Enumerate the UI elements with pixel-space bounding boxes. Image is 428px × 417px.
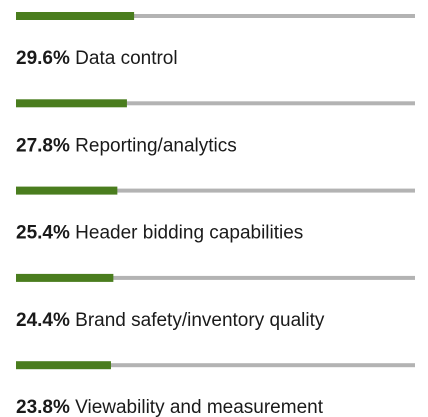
- value-label: 27.8%: [16, 135, 70, 156]
- category-label: Viewability and measurement: [75, 397, 324, 417]
- bar: [16, 361, 111, 370]
- value-label: 25.4%: [16, 223, 70, 244]
- bar-track: [16, 188, 415, 193]
- bar: [16, 12, 135, 20]
- category-label: Reporting/analytics: [75, 135, 237, 156]
- bar: [16, 99, 127, 108]
- bar-track: [16, 101, 415, 106]
- bar-label: 27.8% Reporting/analytics: [16, 135, 237, 156]
- category-label: Header bidding capabilities: [75, 223, 303, 244]
- category-label: Brand safety/inventory quality: [75, 310, 325, 331]
- bar-track: [16, 14, 415, 18]
- bar: [16, 273, 114, 282]
- bar-track: [16, 363, 415, 368]
- bar-label: 23.8% Viewability and measurement: [16, 397, 324, 417]
- bar-label: 24.4% Brand safety/inventory quality: [16, 310, 325, 331]
- bar-label: 29.6% Data control: [16, 48, 178, 69]
- bar: [16, 186, 118, 195]
- value-label: 29.6%: [16, 48, 70, 69]
- value-label: 23.8%: [16, 397, 70, 417]
- bar-label: 25.4% Header bidding capabilities: [16, 223, 303, 244]
- bar-track: [16, 275, 415, 280]
- value-label: 24.4%: [16, 310, 70, 331]
- category-label: Data control: [75, 48, 177, 69]
